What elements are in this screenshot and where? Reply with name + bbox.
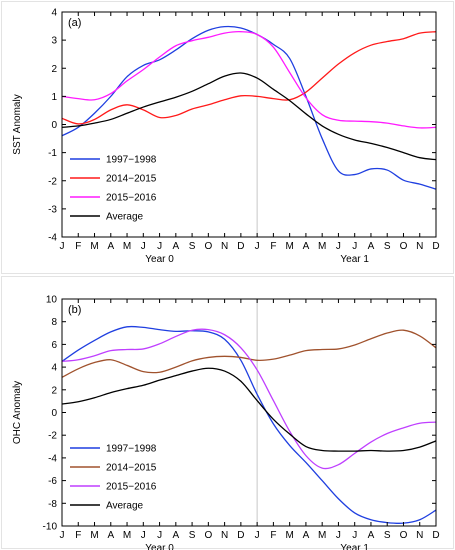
y-tick-label: 0 — [51, 120, 57, 131]
x-tick-label: A — [172, 530, 179, 541]
x-tick-label: M — [90, 530, 98, 541]
x-tick-label: J — [336, 530, 341, 541]
series-line-2 — [61, 30, 437, 129]
x-tick-label: S — [384, 530, 391, 541]
x-tick-label: D — [237, 241, 244, 252]
x-tick-label: M — [90, 241, 98, 252]
y-tick-label: 6 — [51, 340, 57, 351]
legend-label: 2014−2015 — [106, 463, 157, 474]
y-tick-label: 10 — [46, 295, 58, 306]
series-line-1 — [61, 329, 437, 378]
panel-label: (b) — [68, 304, 81, 316]
x-tick-label: J — [336, 241, 341, 252]
x-tick-label: J — [60, 530, 65, 541]
x-tick-label: A — [303, 241, 310, 252]
x-tick-label: J — [255, 241, 260, 252]
x-tick-label: M — [318, 530, 326, 541]
legend-label: 2015−2016 — [106, 482, 157, 493]
x-group-label: Year 0 — [145, 254, 174, 265]
y-tick-label: -8 — [48, 499, 57, 510]
x-tick-label: J — [141, 241, 146, 252]
x-tick-label: J — [157, 241, 162, 252]
x-tick-label: F — [75, 530, 81, 541]
x-tick-label: O — [204, 530, 212, 541]
x-tick-label: O — [204, 241, 212, 252]
x-tick-label: O — [400, 530, 408, 541]
legend-label: Average — [106, 212, 144, 223]
x-group-label: Year 1 — [340, 543, 369, 550]
x-tick-label: A — [107, 530, 114, 541]
series-line-0 — [61, 25, 437, 190]
x-tick-label: D — [432, 530, 439, 541]
x-tick-label: D — [432, 241, 439, 252]
x-tick-label: M — [318, 241, 326, 252]
y-tick-label: 2 — [51, 64, 57, 75]
x-tick-label: F — [270, 530, 276, 541]
series-line-3 — [61, 367, 437, 452]
series-line-1 — [61, 31, 437, 125]
x-tick-label: A — [368, 530, 375, 541]
legend-label: 2014−2015 — [106, 174, 157, 185]
x-tick-label: J — [352, 530, 357, 541]
x-tick-label: M — [123, 530, 131, 541]
x-tick-label: M — [285, 530, 293, 541]
x-group-label: Year 1 — [340, 254, 369, 265]
x-tick-label: A — [303, 530, 310, 541]
y-tick-label: -4 — [48, 453, 57, 464]
x-tick-label: J — [60, 241, 65, 252]
legend-label: 1997−1998 — [106, 155, 157, 166]
x-tick-label: S — [384, 241, 391, 252]
y-tick-label: 4 — [51, 363, 57, 374]
y-tick-label: -2 — [48, 176, 57, 187]
x-tick-label: F — [270, 241, 276, 252]
y-tick-label: -10 — [43, 522, 58, 533]
y-tick-label: 2 — [51, 385, 57, 396]
x-tick-label: N — [221, 241, 228, 252]
x-tick-label: O — [400, 241, 408, 252]
ohc-anomaly-chart: -10 -8 -6 -4 -2 0 2 4 6 8 10 J F M A M J J A S O N D J F M A M J J A S O… — [0, 275, 455, 550]
series-line-2 — [61, 328, 437, 470]
x-tick-label: A — [172, 241, 179, 252]
y-tick-label: 4 — [51, 8, 57, 19]
x-tick-label: F — [75, 241, 81, 252]
x-tick-label: M — [285, 241, 293, 252]
sst-anomaly-chart: -4 -3 -2 -1 0 1 2 3 4 J F M A M J J A S O N D J F M A M J J A S O N D Yea… — [1, 1, 454, 274]
figure-border — [1, 276, 454, 549]
x-tick-label: S — [189, 241, 196, 252]
y-axis-label: OHC Anomaly — [12, 381, 23, 444]
x-tick-label: A — [368, 241, 375, 252]
x-tick-label: A — [107, 241, 114, 252]
x-tick-label: N — [416, 241, 423, 252]
x-group-label: Year 0 — [145, 543, 174, 550]
x-tick-label: J — [255, 530, 260, 541]
y-tick-label: 3 — [51, 36, 57, 47]
figure-border — [1, 1, 454, 274]
x-tick-label: D — [237, 530, 244, 541]
y-tick-label: -1 — [48, 148, 57, 159]
x-tick-label: M — [123, 241, 131, 252]
series-line-3 — [61, 72, 437, 161]
y-tick-label: -2 — [48, 431, 57, 442]
y-tick-label: -3 — [48, 204, 57, 215]
x-tick-label: N — [221, 530, 228, 541]
legend-label: 2015−2016 — [106, 193, 157, 204]
y-tick-label: 8 — [51, 317, 57, 328]
y-tick-label: 1 — [51, 92, 57, 103]
series-line-0 — [61, 325, 437, 525]
x-tick-label: J — [141, 530, 146, 541]
x-tick-label: N — [416, 530, 423, 541]
legend-label: 1997−1998 — [106, 444, 157, 455]
y-tick-label: -4 — [48, 233, 57, 244]
y-axis-label: SST Anomaly — [12, 94, 23, 154]
y-tick-label: -6 — [48, 476, 57, 487]
panel-label: (a) — [68, 17, 81, 29]
x-tick-label: J — [157, 530, 162, 541]
y-tick-label: 0 — [51, 408, 57, 419]
legend-label: Average — [106, 501, 144, 512]
x-tick-label: J — [352, 241, 357, 252]
x-tick-label: S — [189, 530, 196, 541]
